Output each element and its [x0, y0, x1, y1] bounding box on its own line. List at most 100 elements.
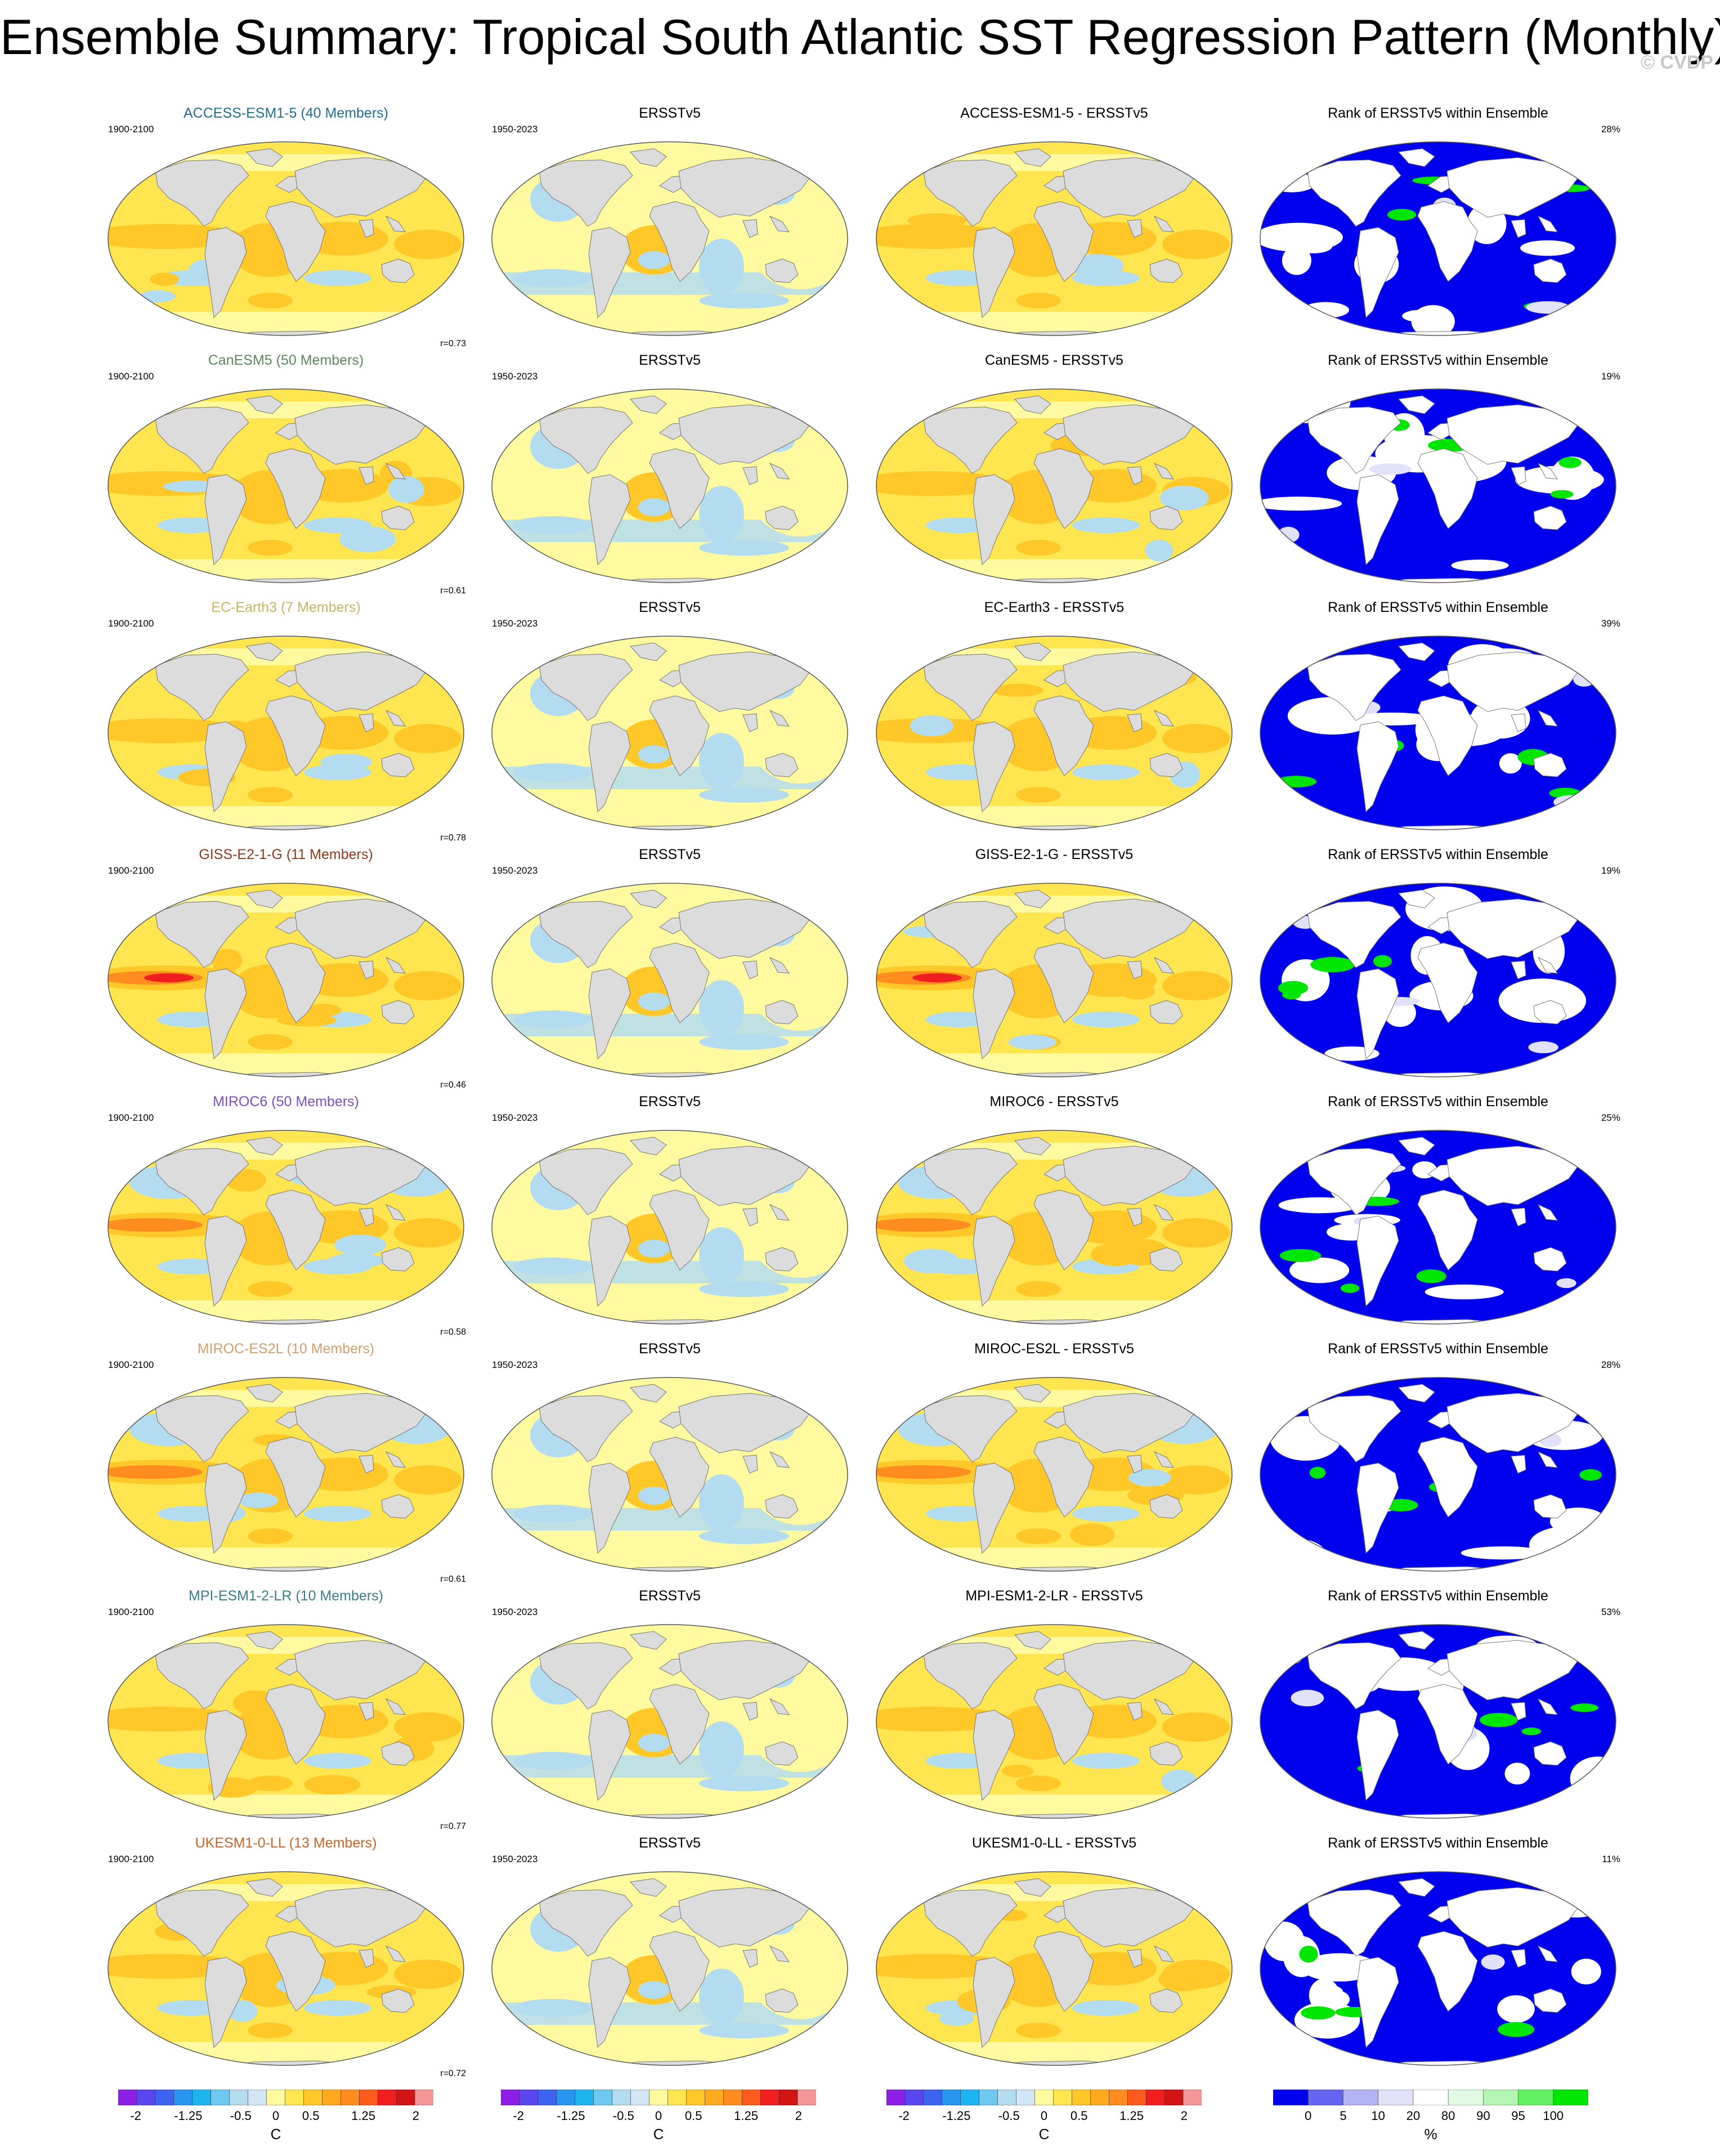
world-map: [876, 1130, 1233, 1325]
land-mass: [588, 1215, 631, 1307]
anomaly-contour: [699, 1034, 789, 1050]
obs-panel: ERSSTv5 1950-2023: [484, 1835, 855, 2082]
anomaly-contour: [388, 476, 424, 503]
land-mass: [1511, 1702, 1526, 1721]
colorbar-swatch: [778, 2090, 798, 2105]
world-map: [876, 141, 1233, 336]
land-mass: [246, 889, 283, 909]
land-mass: [204, 721, 247, 813]
rank-high-area: [1521, 1727, 1542, 1735]
colorbar-swatch: [630, 2090, 650, 2105]
panel-title: MPI-ESM1-2-LR (10 Members): [189, 1588, 383, 1604]
land-mass: [204, 1215, 247, 1307]
colorbar-swatch: [723, 2090, 743, 2105]
rank-colorbar: 0 5 10 20 80 90 95 100%: [1273, 2090, 1588, 2151]
land-mass: [765, 258, 799, 283]
world-map: [876, 1871, 1233, 2066]
land-mass: [765, 1247, 799, 1272]
rank-percent: 25%: [1601, 1112, 1620, 1123]
land-mass: [1014, 148, 1051, 167]
colorbar-swatch: [538, 2090, 557, 2105]
anomaly-contour: [1162, 1712, 1230, 1742]
land-mass: [203, 2060, 367, 2065]
panel-title: ACCESS-ESM1-5 (40 Members): [183, 105, 388, 121]
land-mass: [381, 1000, 415, 1025]
land-mass: [1356, 1462, 1399, 1554]
land-mass: [971, 825, 1135, 830]
colorbar-swatch: [997, 2090, 1017, 2105]
land-mass: [588, 1462, 631, 1554]
panel-title: EC-Earth3 - ERSSTv5: [984, 600, 1125, 615]
anomaly-contour: [304, 2000, 371, 2016]
panel-title: EC-Earth3 (7 Members): [211, 600, 361, 615]
panel-title: UKESM1-0-LL - ERSSTv5: [971, 1835, 1137, 1851]
land-mass: [1511, 466, 1526, 485]
land-mass: [971, 1319, 1135, 1324]
model-panel: GISS-E2-1-G (11 Members) 1900-2100 r=0.46: [100, 846, 472, 1094]
land-mass: [630, 1384, 667, 1403]
land-mass: [678, 1146, 811, 1206]
land-mass: [381, 258, 415, 283]
panel-title: Rank of ERSSTv5 within Ensemble: [1328, 1588, 1548, 1604]
colorbar-tick-label: -2: [898, 2109, 910, 2123]
land-mass: [1149, 1000, 1183, 1025]
colorbar-swatch: [556, 2090, 576, 2105]
land-mass: [204, 1462, 247, 1554]
model-panel: MIROC6 (50 Members) 1900-2100 r=0.58: [100, 1093, 472, 1341]
colorbar-swatch: [285, 2090, 304, 2105]
land-mass: [630, 1631, 667, 1650]
world-map: [491, 1624, 848, 1819]
land-mass: [769, 709, 790, 727]
land-mass: [539, 901, 633, 968]
land-mass: [1446, 651, 1579, 712]
land-mass: [1033, 942, 1094, 1023]
colorbar-swatch: [1448, 2090, 1484, 2105]
panel-title: ERSSTv5: [639, 352, 701, 368]
rank-high-area: [1282, 990, 1301, 1000]
world-map: [876, 636, 1233, 830]
anomaly-contour: [1162, 230, 1230, 259]
land-mass: [1537, 956, 1558, 974]
land-mass: [1063, 1640, 1195, 1701]
land-mass: [1153, 1698, 1175, 1715]
anomaly-contour: [699, 540, 789, 556]
anomaly-contour: [699, 293, 789, 308]
panel-title: ERSSTv5: [639, 105, 701, 121]
model-panel: UKESM1-0-LL (13 Members) 1900-2100 r=0.72: [100, 1835, 472, 2082]
land-mass: [971, 330, 1135, 336]
rank-high-area: [1299, 1945, 1318, 1963]
land-mass: [385, 1698, 406, 1715]
land-mass: [1355, 1813, 1519, 1818]
anomaly-contour: [1070, 254, 1124, 278]
land-mass: [588, 1957, 631, 2048]
panel-period: 1950-2023: [492, 1112, 538, 1123]
world-map: [1260, 883, 1616, 1077]
anomaly-contour: [903, 1249, 960, 1273]
land-mass: [1537, 1698, 1558, 1715]
land-mass: [1355, 578, 1519, 583]
panel-title: ERSSTv5: [639, 1094, 701, 1110]
colorbar-swatch: [118, 2090, 137, 2105]
land-mass: [1417, 1189, 1478, 1271]
land-mass: [1398, 395, 1435, 414]
colorbar-tick-label: 0.5: [302, 2109, 320, 2123]
land-mass: [973, 1957, 1015, 2048]
panel-period: 1950-2023: [492, 124, 538, 135]
colorbar-swatch: [1072, 2090, 1091, 2105]
anomaly-contour: [513, 1999, 592, 2017]
panel-title: Rank of ERSSTv5 within Ensemble: [1328, 847, 1548, 862]
anomaly-contour: [306, 1004, 342, 1017]
pattern-correlation: r=0.78: [440, 833, 466, 843]
world-map: [876, 1624, 1233, 1819]
panel-period: 1900-2100: [108, 1607, 154, 1617]
land-mass: [203, 1319, 367, 1324]
colorbar-swatch: [1343, 2090, 1379, 2105]
land-mass: [1014, 1384, 1051, 1403]
colorbar-tick-label: -1.25: [942, 2109, 971, 2123]
panel-title: MIROC-ES2L - ERSSTv5: [974, 1341, 1134, 1357]
colorbar-swatch: [741, 2090, 761, 2105]
anomaly-contour: [513, 269, 592, 287]
colorbar-swatch: [155, 2090, 174, 2105]
colorbar-tick-label: -0.5: [612, 2109, 634, 2123]
land-mass: [1149, 1494, 1183, 1519]
